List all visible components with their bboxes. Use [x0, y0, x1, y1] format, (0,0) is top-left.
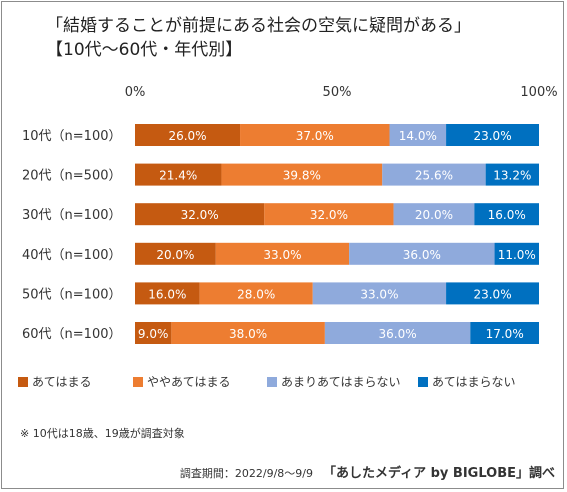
- data-label: 33.0%: [263, 248, 301, 262]
- data-label: 36.0%: [379, 327, 417, 341]
- bar-segment: [389, 124, 447, 146]
- bar-segment: [470, 322, 539, 344]
- data-label: 20.0%: [156, 248, 194, 262]
- bar-segment: [135, 203, 265, 226]
- bar-segment: [312, 282, 447, 305]
- data-label: 38.0%: [229, 327, 267, 341]
- source-credit: 「あしたメディア by BIGLOBE」調べ: [323, 466, 555, 481]
- category-label: 50代（n=100）: [22, 287, 122, 302]
- bar-segment: [135, 242, 216, 265]
- bar-segment: [494, 242, 539, 265]
- bar-segment: [264, 203, 394, 226]
- data-label: 17.0%: [486, 327, 524, 341]
- data-label: 9.0%: [138, 327, 169, 341]
- category-label: 40代（n=100）: [22, 248, 122, 263]
- legend-swatch: [418, 377, 428, 387]
- data-label: 32.0%: [181, 208, 219, 222]
- survey-period: 調査期間：2022/9/8〜9/9: [179, 467, 313, 480]
- category-label: 60代（n=100）: [22, 327, 122, 342]
- data-label: 26.0%: [168, 129, 206, 143]
- x-tick-label: 50%: [323, 85, 352, 100]
- data-label: 21.4%: [159, 169, 197, 183]
- data-label: 28.0%: [237, 287, 275, 301]
- data-label: 13.2%: [493, 169, 531, 183]
- data-label: 20.0%: [415, 208, 453, 222]
- data-label: 16.0%: [488, 208, 526, 222]
- legend-label: あてはまらない: [432, 375, 516, 389]
- bar-segment: [215, 242, 350, 265]
- bar-segment: [393, 203, 475, 226]
- legend-label: あまりあてはまらない: [281, 375, 401, 389]
- bar-segment: [221, 163, 383, 186]
- chart-title: 「結婚することが前提にある社会の空気に疑問がある」: [46, 16, 471, 36]
- category-label: 30代（n=100）: [22, 208, 122, 223]
- bar-segment: [485, 163, 539, 186]
- bar-segment: [446, 282, 539, 305]
- data-label: 11.0%: [498, 248, 536, 262]
- legend-swatch: [267, 377, 277, 387]
- bar-segment: [474, 203, 539, 226]
- chart-subtitle: 【10代〜60代・年代別】: [46, 40, 243, 60]
- bar-segment: [382, 163, 486, 186]
- legend-label: ややあてはまる: [147, 375, 231, 389]
- category-label: 20代（n=500）: [22, 169, 122, 184]
- footnote: ※ 10代は18歳、19歳が調査対象: [20, 427, 185, 440]
- x-tick-label: 0%: [125, 85, 146, 100]
- data-label: 33.0%: [360, 287, 398, 301]
- data-label: 32.0%: [310, 208, 348, 222]
- bar-segment: [135, 282, 200, 305]
- bar-segment: [349, 242, 495, 265]
- bar-segment: [135, 322, 172, 344]
- bar-segment: [446, 124, 539, 146]
- bar-segment: [324, 322, 471, 344]
- x-tick-label: 100%: [520, 85, 557, 100]
- data-label: 23.0%: [473, 129, 511, 143]
- category-label: 10代（n=100）: [22, 129, 122, 144]
- data-label: 36.0%: [403, 248, 441, 262]
- data-label: 37.0%: [296, 129, 334, 143]
- data-label: 25.6%: [415, 169, 453, 183]
- data-label: 23.0%: [473, 287, 511, 301]
- legend-swatch: [18, 377, 28, 387]
- bar-segment: [199, 282, 313, 305]
- data-label: 16.0%: [148, 287, 186, 301]
- legend-swatch: [133, 377, 143, 387]
- data-label: 14.0%: [399, 129, 437, 143]
- bar-segment: [135, 163, 222, 186]
- bar-segment: [171, 322, 325, 344]
- bar-segment: [240, 124, 390, 146]
- legend-label: あてはまる: [32, 375, 92, 389]
- bar-segment: [135, 124, 241, 146]
- source-line: 調査期間：2022/9/8〜9/9 「あしたメディア by BIGLOBE」調べ: [180, 462, 555, 481]
- data-label: 39.8%: [283, 169, 321, 183]
